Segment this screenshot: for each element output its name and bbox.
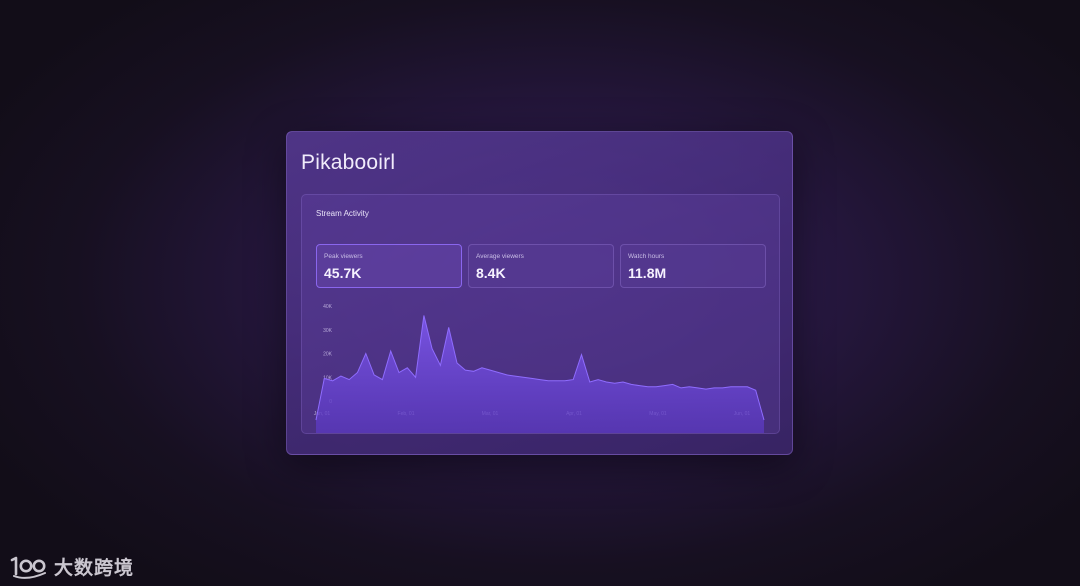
stat-label: Peak viewers <box>324 253 363 260</box>
stat-label: Average viewers <box>476 253 524 260</box>
stat-label: Watch hours <box>628 253 665 260</box>
viewers-line <box>315 315 765 421</box>
viewers-area <box>316 315 764 433</box>
y-tick-label: 20K <box>323 352 333 358</box>
stat-peak-viewers[interactable]: Peak viewers 45.7K <box>316 244 462 288</box>
stream-activity-chart[interactable]: 010K20K30K40K Jan, 01Feb, 01Mar, 01Apr, … <box>302 295 780 434</box>
y-tick-label: 10K <box>323 375 333 381</box>
y-tick-label: 30K <box>323 328 333 334</box>
stream-activity-panel: Stream Activity Peak viewers 45.7K Avera… <box>301 194 780 434</box>
watermark-logo-icon <box>10 556 46 579</box>
channel-name: Pikabooirl <box>301 151 396 174</box>
watermark: 大数跨境 <box>9 553 134 580</box>
channel-card: Pikabooirl Stream Activity Peak viewers … <box>286 131 793 455</box>
stat-watch-hours[interactable]: Watch hours 11.8M <box>620 244 766 288</box>
stat-value: 8.4K <box>476 265 506 281</box>
stat-value: 11.8M <box>628 265 667 281</box>
stat-average-viewers[interactable]: Average viewers 8.4K <box>468 244 614 288</box>
panel-title: Stream Activity <box>316 209 369 218</box>
y-tick-label: 40K <box>323 304 333 310</box>
stat-value: 45.7K <box>324 265 362 281</box>
